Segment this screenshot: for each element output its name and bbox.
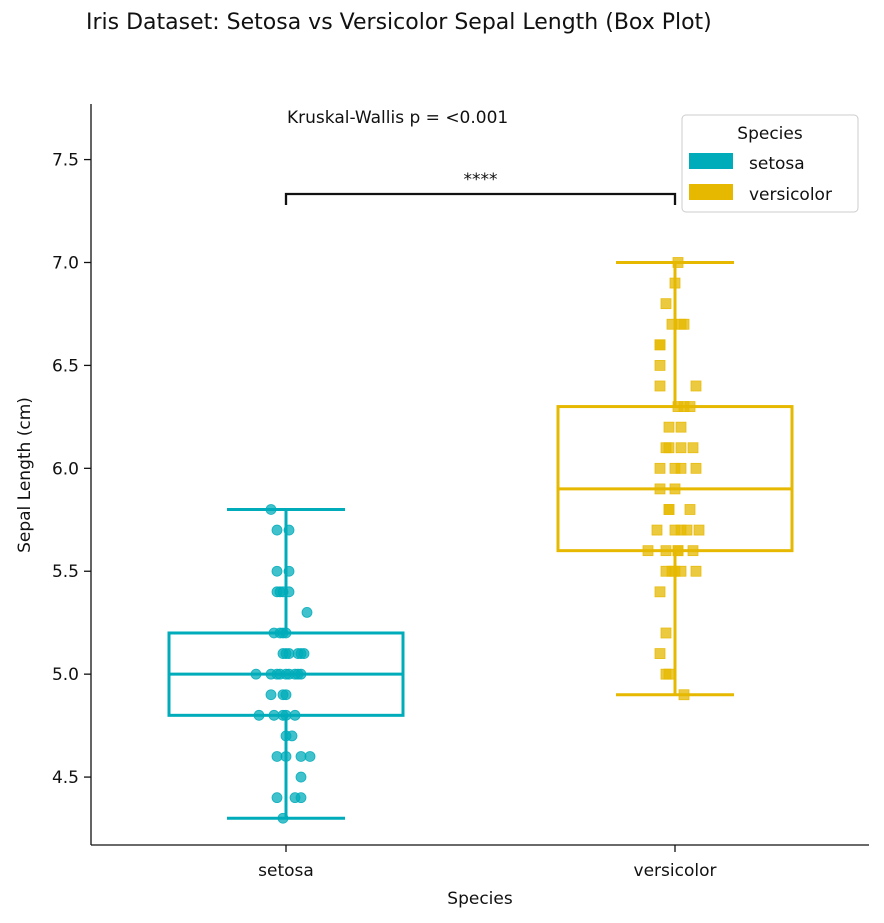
y-tick-label: 6.5	[52, 356, 79, 376]
data-point-versicolor	[684, 401, 696, 412]
data-point-setosa	[295, 668, 307, 680]
significance-bracket: ****	[284, 170, 677, 205]
data-point-setosa	[277, 812, 289, 824]
data-point-versicolor	[672, 257, 684, 268]
data-point-versicolor	[675, 565, 687, 577]
data-point-setosa	[280, 689, 292, 701]
y-tick-label: 7.5	[52, 151, 79, 171]
data-point-versicolor	[660, 298, 672, 310]
data-point-versicolor	[684, 504, 696, 515]
data-point-setosa	[283, 586, 295, 598]
data-point-setosa	[280, 627, 292, 639]
data-point-setosa	[271, 792, 283, 804]
legend: Species setosa versicolor	[681, 114, 859, 213]
data-point-setosa	[268, 709, 280, 721]
data-point-versicolor	[666, 318, 678, 330]
data-point-versicolor	[663, 421, 675, 433]
data-point-setosa	[283, 648, 295, 659]
data-point-setosa	[280, 751, 292, 762]
data-point-setosa	[283, 565, 295, 577]
data-point-versicolor	[678, 689, 690, 701]
points-layer	[250, 257, 705, 824]
kruskal-wallis-annotation: Kruskal-Wallis p = <0.001	[287, 108, 508, 128]
data-point-setosa	[295, 771, 307, 783]
y-axis-label: Sepal Length (cm)	[15, 397, 35, 553]
data-point-setosa	[271, 586, 283, 598]
x-ticks: setosa versicolor	[258, 845, 716, 881]
data-point-versicolor	[675, 462, 687, 474]
y-tick-label: 5.5	[52, 562, 79, 582]
x-axis-label: Species	[447, 889, 513, 909]
data-point-versicolor	[678, 318, 690, 330]
x-tick-label: setosa	[258, 861, 314, 881]
data-point-setosa	[301, 607, 313, 618]
y-tick-label: 7.0	[52, 253, 79, 273]
data-point-setosa	[295, 751, 307, 762]
data-point-versicolor	[663, 442, 675, 454]
data-point-versicolor	[654, 462, 666, 474]
data-point-setosa	[253, 709, 265, 721]
data-point-versicolor	[675, 421, 687, 433]
data-point-versicolor	[669, 483, 681, 495]
data-point-versicolor	[681, 524, 693, 536]
data-point-setosa	[298, 648, 310, 659]
data-point-setosa	[271, 565, 283, 577]
data-point-versicolor	[660, 545, 672, 557]
data-point-setosa	[286, 730, 298, 742]
data-point-versicolor	[654, 648, 666, 659]
boxes-layer	[167, 260, 794, 820]
data-point-versicolor	[654, 586, 666, 598]
data-point-setosa	[304, 751, 316, 762]
data-point-versicolor	[663, 504, 675, 515]
data-point-versicolor	[687, 442, 699, 454]
data-point-setosa	[265, 689, 277, 701]
data-point-versicolor	[690, 462, 702, 474]
data-point-setosa	[250, 668, 262, 680]
axes	[90, 104, 869, 846]
data-point-setosa	[271, 524, 283, 536]
significance-stars: ****	[464, 170, 498, 190]
data-point-versicolor	[687, 545, 699, 557]
data-point-versicolor	[663, 668, 675, 680]
data-point-versicolor	[654, 483, 666, 495]
data-point-versicolor	[693, 524, 705, 536]
legend-title: Species	[737, 124, 803, 144]
data-point-versicolor	[654, 360, 666, 371]
data-point-versicolor	[654, 380, 666, 392]
data-point-versicolor	[654, 339, 666, 351]
data-point-versicolor	[660, 627, 672, 639]
y-tick-label: 4.5	[52, 768, 79, 788]
y-tick-label: 6.0	[52, 459, 79, 479]
y-ticks: 4.5 5.0 5.5 6.0 6.5 7.0 7.5	[52, 151, 91, 788]
data-point-setosa	[280, 709, 292, 721]
legend-label-setosa: setosa	[749, 154, 805, 174]
data-point-versicolor	[675, 442, 687, 454]
legend-swatch-setosa	[689, 153, 733, 169]
data-point-versicolor	[669, 277, 681, 289]
data-point-versicolor	[651, 524, 663, 536]
chart-title: Iris Dataset: Setosa vs Versicolor Sepal…	[86, 10, 712, 35]
data-point-versicolor	[642, 545, 654, 557]
data-point-setosa	[265, 504, 277, 515]
legend-swatch-versicolor	[689, 184, 733, 200]
significance-bracket-line	[284, 192, 677, 205]
data-point-setosa	[271, 751, 283, 762]
x-tick-label: versicolor	[634, 861, 717, 881]
y-tick-label: 5.0	[52, 665, 79, 685]
data-point-versicolor	[672, 545, 684, 557]
data-point-versicolor	[690, 565, 702, 577]
legend-label-versicolor: versicolor	[749, 185, 832, 205]
data-point-versicolor	[690, 380, 702, 392]
data-point-setosa	[283, 524, 295, 536]
data-point-setosa	[289, 709, 301, 721]
data-point-setosa	[295, 792, 307, 804]
